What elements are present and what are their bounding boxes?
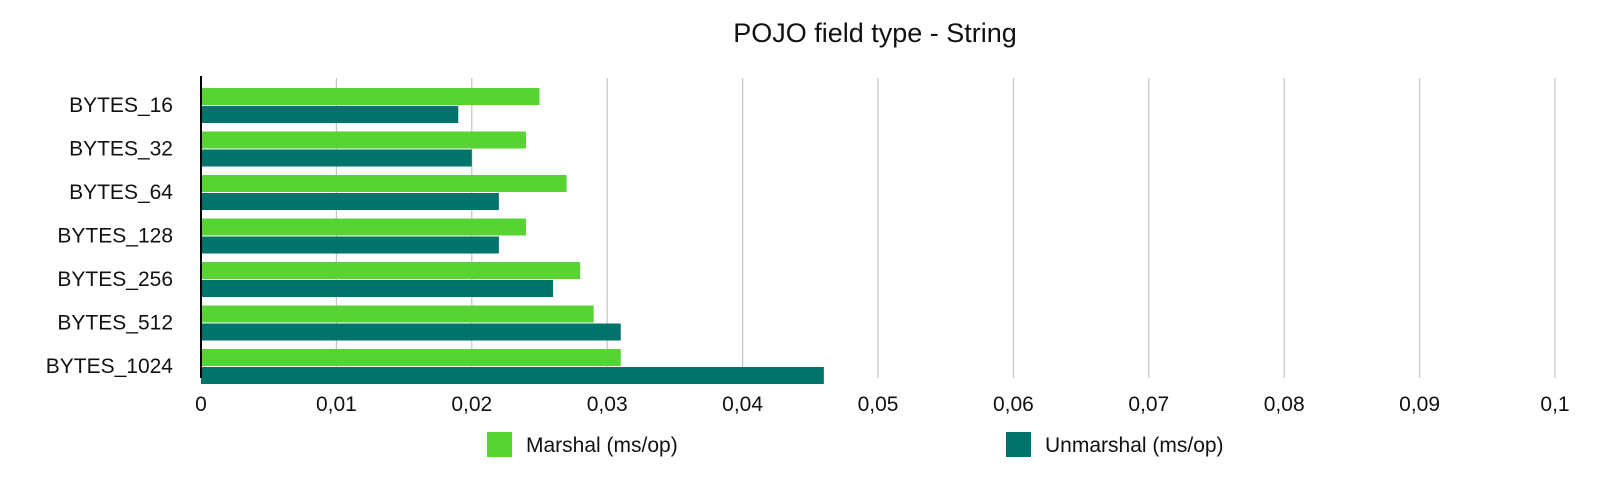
bar-unmarshal (201, 323, 621, 341)
y-category-label: BYTES_1024 (46, 355, 174, 378)
bars (201, 88, 824, 384)
bar-unmarshal (201, 236, 499, 254)
bar-marshal (201, 305, 594, 323)
x-tick-label: 0,01 (316, 393, 357, 416)
bar-unmarshal (201, 149, 472, 167)
gridlines (335, 78, 1556, 378)
x-tick-label: 0,05 (858, 393, 899, 416)
x-tick-label: 0,07 (1128, 393, 1169, 416)
legend-label: Marshal (ms/op) (526, 434, 678, 457)
x-tick-label: 0,04 (722, 393, 763, 416)
axes: 0 0,01 0,02 0,03 0,04 0,05 0,06 0,07 0,08 0,09 0,1… (46, 76, 1570, 416)
legend-swatch (1006, 432, 1031, 457)
y-category-label: BYTES_64 (69, 181, 173, 204)
bar-unmarshal (201, 193, 499, 210)
bar-marshal (201, 262, 581, 279)
x-tick-label: 0,09 (1399, 393, 1440, 416)
bar-marshal (201, 175, 567, 192)
x-tick-label: 0 (195, 393, 207, 416)
legend: Marshal (ms/op) Unmarshal (ms/op) (487, 432, 1224, 457)
x-tick-label: 0,06 (993, 393, 1034, 416)
bar-marshal (201, 88, 540, 105)
x-tick-label: 0,02 (451, 393, 492, 416)
y-category-label: BYTES_512 (57, 312, 173, 335)
y-category-label: BYTES_16 (69, 94, 173, 117)
legend-swatch (487, 432, 512, 457)
x-tick-label: 0,1 (1540, 393, 1569, 416)
bar-marshal (201, 349, 621, 366)
x-tick-label: 0,08 (1264, 393, 1305, 416)
bar-unmarshal (201, 106, 459, 123)
bar-marshal (201, 218, 526, 236)
y-category-label: BYTES_256 (57, 268, 173, 291)
y-category-label: BYTES_32 (69, 138, 173, 161)
y-category-label: BYTES_128 (57, 225, 173, 248)
chart-title: POJO field type - String (733, 18, 1017, 48)
legend-label: Unmarshal (ms/op) (1045, 434, 1224, 457)
bar-unmarshal (201, 280, 554, 297)
bar-marshal (201, 131, 526, 149)
bar-unmarshal (201, 367, 824, 384)
x-tick-label: 0,03 (587, 393, 628, 416)
